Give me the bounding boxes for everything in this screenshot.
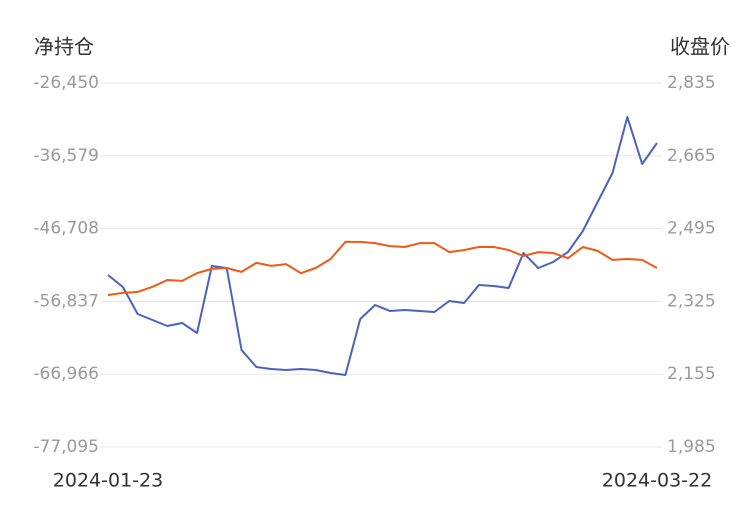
y-tick-label: -56,837 (33, 291, 99, 311)
x-tick-label: 2024-03-22 (602, 470, 712, 492)
y2-tick-label: 2,665 (667, 146, 716, 166)
line-series (107, 240, 658, 296)
y2-tick-label: 2,155 (667, 364, 716, 384)
y2-tick-label: 2,835 (667, 73, 716, 93)
y-tick-label: -36,579 (33, 146, 99, 166)
y-tick-label: -26,450 (33, 73, 99, 93)
line-series (107, 115, 658, 376)
y2-axis-title: 收盘价 (670, 35, 730, 59)
y2-tick-label: 2,495 (667, 219, 716, 239)
y2-tick-label: 2,325 (667, 291, 716, 311)
y-tick-label: -77,095 (33, 437, 99, 457)
y-axis-title: 净持仓 (34, 35, 94, 59)
y2-tick-label: 1,985 (667, 437, 716, 457)
y-tick-label: -46,708 (33, 219, 99, 239)
y-tick-label: -66,966 (33, 364, 99, 384)
x-tick-label: 2024-01-23 (53, 470, 163, 492)
